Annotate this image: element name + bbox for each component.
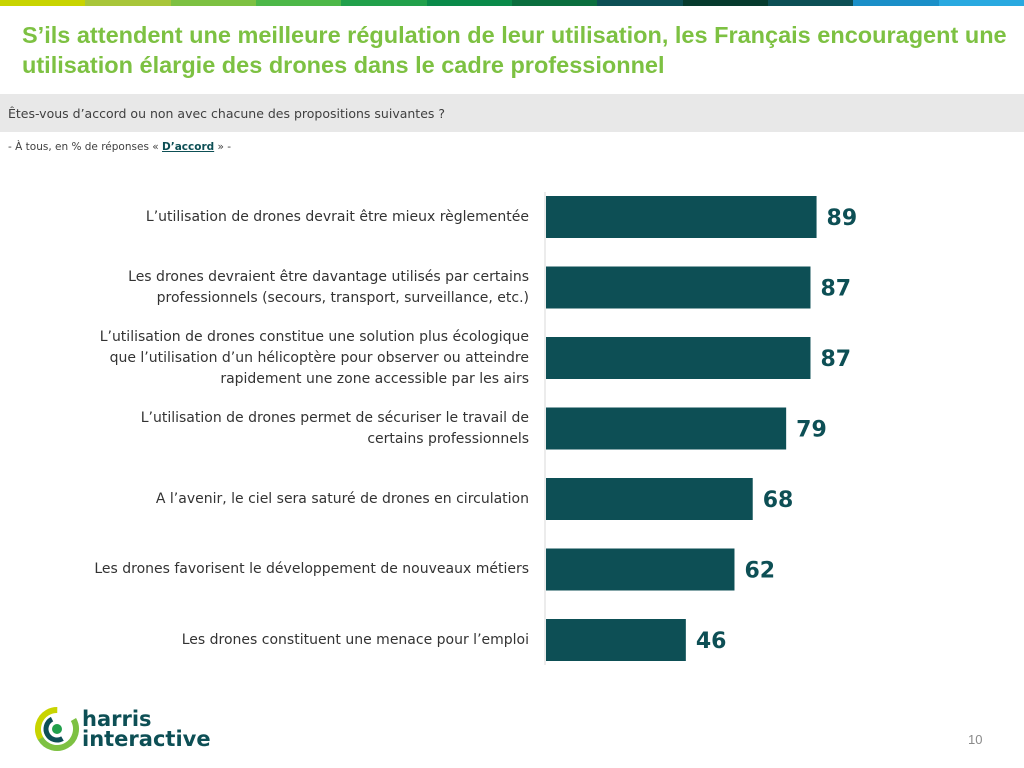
- data-label: 62: [744, 559, 775, 584]
- page-number: 10: [968, 732, 983, 747]
- data-label: 87: [820, 347, 851, 372]
- category-label-line: Les drones constituent une menace pour l…: [181, 631, 529, 648]
- logo-line-2: interactive: [82, 727, 211, 751]
- category-label-line: certains professionnels: [367, 430, 529, 447]
- bar-chart: 89 87 87 79 68 62 46: [544, 192, 858, 665]
- stripe-segment: [938, 0, 1024, 6]
- stripe-segment: [85, 0, 171, 6]
- bar: [546, 619, 686, 661]
- data-label: 89: [827, 206, 858, 231]
- base-note: - À tous, en % de réponses « D’accord » …: [8, 141, 231, 153]
- stripe-segment: [767, 0, 854, 6]
- data-label: 79: [796, 418, 827, 443]
- data-label: 87: [820, 277, 851, 302]
- category-label-line: que l’utilisation d’un hélicoptère pour …: [109, 349, 529, 366]
- bar: [546, 478, 753, 520]
- bar: [546, 407, 787, 450]
- base-note-highlight: D’accord: [162, 141, 215, 153]
- category-label: Les drones favorisent le développement d…: [89, 559, 529, 580]
- bar: [546, 266, 811, 309]
- stripe-segment: [511, 0, 598, 6]
- stripe-segment: [255, 0, 342, 6]
- category-label: L’utilisation de drones devrait être mie…: [89, 207, 529, 228]
- stripe-segment: [0, 0, 86, 6]
- category-label: Les drones constituent une menace pour l…: [89, 630, 529, 651]
- stripe-segment: [597, 0, 683, 6]
- stripe-segment: [426, 0, 512, 6]
- stripe-segment: [682, 0, 768, 6]
- category-label-line: rapidement une zone accessible par les a…: [220, 370, 529, 387]
- question-band: Êtes-vous d’accord ou non avec chacune d…: [0, 94, 1024, 132]
- base-note-suffix: » -: [214, 141, 232, 153]
- logo-line-1: harris: [82, 707, 152, 731]
- category-label-line: Les drones favorisent le développement d…: [94, 561, 529, 577]
- base-note-prefix: - À tous, en % de réponses «: [8, 141, 163, 153]
- question-text: Êtes-vous d’accord ou non avec chacune d…: [8, 106, 446, 121]
- bar: [546, 548, 735, 591]
- data-label: 46: [696, 629, 727, 654]
- category-label: L’utilisation de drones constitue une so…: [89, 327, 529, 390]
- stripe-segment: [853, 0, 939, 6]
- category-label: L’utilisation de drones permet de sécuri…: [89, 408, 529, 450]
- category-label-line: L’utilisation de drones devrait être mie…: [145, 208, 529, 225]
- logo-wordmark: harris interactive: [82, 707, 211, 751]
- slide-title: S’ils attendent une meilleure régulation…: [22, 22, 1007, 78]
- top-color-stripe: [0, 0, 1024, 6]
- data-label: 68: [763, 488, 794, 513]
- stripe-segment: [341, 0, 427, 6]
- category-label: A l’avenir, le ciel sera saturé de drone…: [89, 489, 529, 510]
- bar: [546, 196, 817, 238]
- category-label-line: L’utilisation de drones constitue une so…: [99, 328, 529, 345]
- category-label: Les drones devraient être davantage util…: [89, 267, 529, 309]
- harris-interactive-logo-icon: [34, 707, 79, 751]
- stripe-segment: [170, 0, 256, 6]
- bar: [546, 337, 811, 379]
- category-label-line: A l’avenir, le ciel sera saturé de drone…: [155, 490, 529, 507]
- category-label-line: professionnels (secours, transport, surv…: [156, 289, 529, 306]
- category-label-line: Les drones devraient être davantage util…: [128, 268, 529, 285]
- category-label-line: L’utilisation de drones permet de sécuri…: [140, 409, 529, 426]
